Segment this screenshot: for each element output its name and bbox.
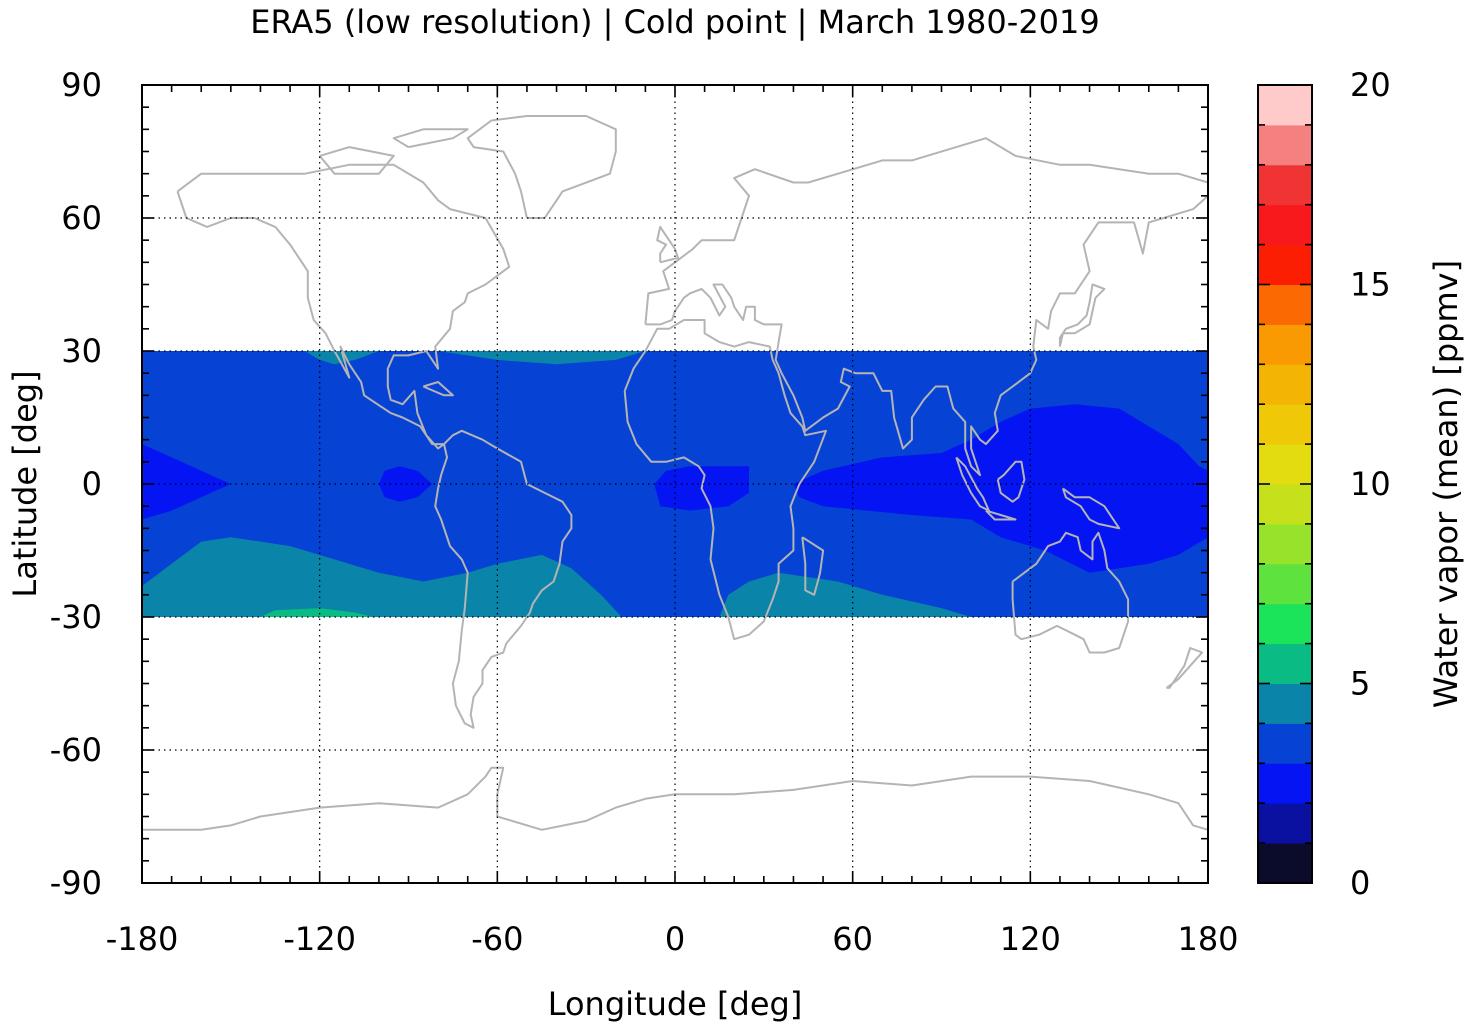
colorbar-bin <box>1258 364 1312 405</box>
x-tick-label: 120 <box>1000 920 1061 958</box>
coastline <box>644 137 1209 477</box>
coastline <box>466 115 617 219</box>
colorbar-bin <box>1258 204 1312 246</box>
colorbar-bin <box>1258 763 1312 804</box>
colorbar-bin <box>1258 85 1312 126</box>
colorbar-bin <box>1258 643 1312 684</box>
value-region <box>260 608 373 617</box>
value-region <box>142 537 622 617</box>
y-tick-label: -90 <box>50 864 102 902</box>
coastline <box>1058 283 1106 347</box>
coastline <box>318 146 395 175</box>
chart-title: ERA5 (low resolution) | Cold point | Mar… <box>250 3 1100 41</box>
x-axis-label: Longitude [deg] <box>548 985 803 1023</box>
coastline <box>623 319 827 641</box>
x-tick-label: -120 <box>283 920 356 958</box>
colorbar-bin <box>1258 843 1312 884</box>
value-region <box>142 351 379 365</box>
coastline <box>996 460 1026 503</box>
value-region <box>378 466 433 502</box>
grid-lines <box>142 85 1208 883</box>
coastline <box>142 766 1209 831</box>
colorbar-bin <box>1258 803 1312 844</box>
coastline <box>422 381 454 397</box>
chart-title-group: ERA5 (low resolution) | Cold point | Mar… <box>250 3 1100 41</box>
x-tick-label: 180 <box>1177 920 1238 958</box>
x-tick-label: -180 <box>106 920 179 958</box>
y-tick-label: 0 <box>82 465 102 503</box>
colorbar-tick-label: 15 <box>1350 266 1391 304</box>
coastlines <box>142 115 1209 831</box>
y-tick-label: -30 <box>50 598 102 636</box>
coastline <box>1061 487 1121 530</box>
colorbar-bin <box>1258 164 1312 206</box>
colorbar-label: Water vapor (mean) [ppmv] <box>1427 260 1465 708</box>
value-region <box>142 444 231 520</box>
coastline <box>434 429 573 729</box>
value-region <box>438 351 646 365</box>
coastline <box>392 128 469 149</box>
colorbar-bin <box>1258 603 1312 645</box>
colorbar-bin <box>1258 723 1312 764</box>
y-tick-label: -60 <box>50 731 102 769</box>
colorbar-bin <box>1258 324 1312 365</box>
colorbar-bin <box>1258 523 1312 565</box>
colorbar-bin <box>1258 444 1312 485</box>
colorbar-tick-label: 5 <box>1350 665 1370 703</box>
colorbar-tick-label: 0 <box>1350 864 1370 902</box>
y-tick-label: 90 <box>61 66 102 104</box>
colorbar-bin <box>1258 284 1312 325</box>
x-tick-label: -60 <box>471 920 523 958</box>
colorbar-tick-label: 20 <box>1350 66 1391 104</box>
coastline <box>1165 647 1204 689</box>
y-axis-label: Latitude [deg] <box>6 370 44 597</box>
value-region <box>719 572 972 617</box>
colorbar-tick-label: 10 <box>1350 465 1391 503</box>
axes: -180 -120 -60 0 60 120 180 90 60 30 0 -30 -60 -90 <box>50 66 1239 958</box>
colorbar-bin <box>1258 244 1312 285</box>
x-tick-label: 0 <box>665 920 685 958</box>
heatmap-regions <box>142 351 1208 617</box>
coastline <box>801 536 825 596</box>
y-tick-label: 60 <box>61 199 102 237</box>
colorbar-bin <box>1258 563 1312 605</box>
colorbar-bin <box>1258 683 1312 724</box>
y-tick-label: 30 <box>61 332 102 370</box>
x-tick-label: 60 <box>832 920 873 958</box>
colorbar-bin <box>1258 404 1312 445</box>
colorbar-bin <box>1258 124 1312 166</box>
coastline <box>1011 531 1130 654</box>
coastline <box>176 163 511 450</box>
colorbar: 0 5 10 15 20 <box>1257 66 1391 902</box>
colorbar-bin <box>1258 484 1312 525</box>
coastline <box>985 509 1017 521</box>
coastline <box>656 225 679 264</box>
